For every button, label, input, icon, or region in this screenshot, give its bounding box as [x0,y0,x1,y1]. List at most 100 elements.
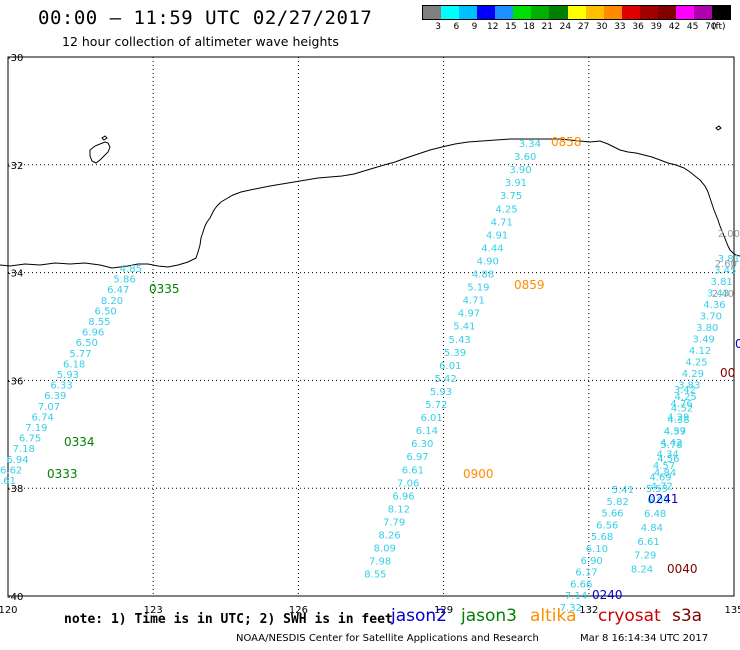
wave-height-value: 5.43 [449,335,471,346]
colorbar-tick-label: 42 [668,22,681,32]
wave-height-value: 8.55 [88,317,110,328]
wave-height-value: 3.91 [505,178,527,189]
latitude-label: -30 [7,53,23,64]
map-frame [7,56,735,597]
legend-cryosat: cryosat [598,606,661,626]
colorbar-tick-label: 18 [523,22,535,32]
colorbar-swatch [567,6,586,19]
wave-height-value: 4.57 [653,461,675,472]
wave-height-value: 5.86 [113,275,135,286]
wave-height-value: 4.85 [120,264,142,275]
colorbar-swatch [441,6,460,19]
colorbar-tick-label: 24 [559,22,572,32]
wave-height-value: 6.61 [402,465,424,476]
colorbar-tick-label: 36 [632,22,644,32]
wave-height-value: 4.76 [670,399,692,410]
longitude-label: 120 [0,605,18,616]
wave-height-value: 8.24 [631,564,653,575]
wave-height-value: 4.36 [703,300,725,311]
longitude-label: 129 [434,605,453,616]
colorbar-swatch [423,6,442,19]
wave-height-value: 7.79 [383,517,405,528]
wave-height-value: 7.98 [369,557,391,568]
pass-time-label: 0240 [592,588,623,602]
wave-height-value: 4.72 [651,482,673,493]
altimeter-tracks: 4.855.866.478.206.508.556.966.505.776.18… [0,139,740,614]
wave-height-value: 3.49 [693,335,715,346]
latitude-label: -40 [7,592,23,603]
wave-height-value: 5.72 [425,400,447,411]
wave-height-value: 6.01 [439,361,461,372]
kangaroo-island-like-islet [89,141,111,164]
small-islet [101,135,108,141]
wave-height-value: 8.20 [101,296,123,307]
wave-height-value: 4.97 [458,309,480,320]
wave-height-value: 3.42 [674,385,696,396]
wave-height-value: 4.90 [477,256,499,267]
wave-height-value: 6.74 [32,412,54,423]
longitude-label: 126 [289,605,308,616]
graticule [7,56,735,597]
wave-height-value: 4.25 [675,392,697,403]
wave-height-value: 4.84 [641,523,663,534]
colorbar-swatch [585,6,604,19]
wave-height-value: 6.50 [95,306,117,317]
wave-height-value: 8.09 [374,544,396,555]
latitude-label: -36 [7,376,23,387]
map-subtitle: 12 hour collection of altimeter wave hei… [62,34,339,49]
colorbar-swatch [603,6,622,19]
pass-time-label: 0333 [47,467,78,481]
wave-height-value: 8.55 [364,570,386,581]
wave-height-value: 6.30 [411,439,433,450]
wave-height-value: 5.66 [601,509,623,520]
colorbar-swatch [693,6,712,19]
wave-height-value: 6.14 [416,426,438,437]
colorbar-swatch [477,6,496,19]
wave-height-value: 6.90 [581,556,603,567]
colorbar-swatch [712,6,731,19]
wave-height-value: 4.42 [660,438,682,449]
colorbar-labels: (ft) 3 6 9 12 15 18 21 24 27 30 33 36 39 42 45 70 [422,20,740,34]
wave-height-value: 6.50 [76,338,98,349]
wave-height-value: 4.37 [664,426,686,437]
wave-height-value: 5.41 [453,322,475,333]
colorbar-tick-label: 21 [541,22,553,32]
wave-height-value: 6.33 [50,381,72,392]
pass-time-label: 0858 [551,135,582,149]
wave-height-value: 2.60 [715,259,737,270]
wave-height-value: 7.18 [13,444,35,455]
wave-height-value: 6.39 [44,391,66,402]
colorbar-swatch [459,6,478,19]
wave-height-value: 5.19 [467,283,489,294]
wave-height-value: 3.81 [711,277,733,288]
wave-height-value: 4.34 [657,450,679,461]
wave-height-value: 3.81 [718,254,740,265]
colorbar: (ft) 3 6 9 12 15 18 21 24 27 30 33 36 39 42 45 70 [422,5,740,35]
wave-height-value: 3.43 [707,289,729,300]
wave-height-value: 6.97 [406,452,428,463]
latitude-label: -38 [7,484,23,495]
wave-height-value: 8.12 [388,504,410,515]
wave-height-value: 6.47 [107,285,129,296]
wave-height-value: 7.07 [38,402,60,413]
wave-height-value: 2.40 [712,289,734,300]
eastern-islet [715,125,722,131]
wave-height-value: 5.41 [612,485,634,496]
wave-height-value: 6.10 [586,544,608,555]
wave-height-value: 4.44 [481,243,503,254]
colorbar-tick-label: 27 [577,22,590,32]
wave-height-value: 6.62 [0,465,22,476]
wave-height-value: 5.93 [430,387,452,398]
australia-coastline [0,138,740,269]
wave-height-value: 4.69 [649,473,671,484]
pass-time-label: 0335 [149,282,180,296]
wave-height-value: 6.17 [575,568,597,579]
pass-time-label: 0900 [463,467,494,481]
wave-height-value: 6.01 [420,413,442,424]
pass-time-label: 0241 [648,492,679,506]
wave-height-value: 5.77 [69,349,91,360]
wave-height-value: 4.12 [689,346,711,357]
wave-height-value: 6.56 [596,520,618,531]
